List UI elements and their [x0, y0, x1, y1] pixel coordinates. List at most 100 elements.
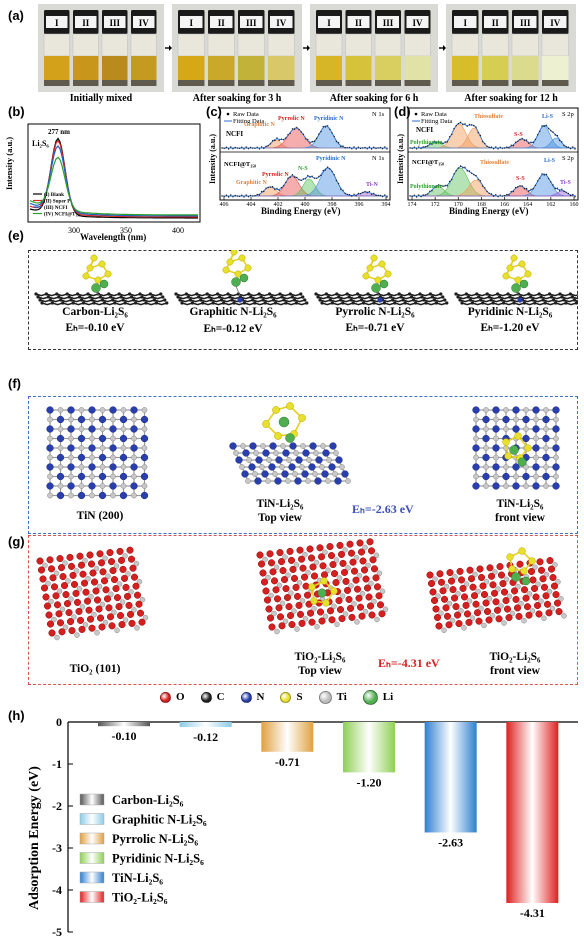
xps-raw-point: [541, 125, 543, 127]
xps-raw-point: [495, 146, 497, 148]
xps-raw-point: [525, 139, 528, 141]
c-top-peak-pyrrolic: Pyrrolic N: [278, 116, 305, 122]
xps-raw-point: [346, 193, 349, 196]
xps-raw-point: [451, 178, 453, 181]
xps-raw-point: [528, 190, 530, 193]
xps-raw-point: [490, 193, 493, 195]
xps-raw-point: [517, 140, 519, 142]
xps-raw-point: [495, 194, 497, 196]
vial: II: [345, 10, 372, 86]
xps-raw-point: [329, 128, 331, 131]
xps-raw-point: [558, 139, 561, 142]
c-legend-raw: Raw Data: [233, 111, 259, 118]
h-bar-value-label: -0.12: [193, 730, 218, 744]
vial: I: [177, 10, 205, 86]
tio2-models-panel: [28, 535, 578, 685]
xps-raw-point: [448, 180, 451, 183]
xps-raw-point: [446, 141, 449, 143]
c-legend: Raw Data Fitting Data: [224, 111, 264, 125]
xps-raw-point: [492, 148, 495, 150]
xps-raw-point: [539, 177, 541, 180]
xps-raw-point: [307, 174, 309, 177]
xps-raw-point: [545, 124, 548, 126]
xps-raw-point: [484, 187, 486, 189]
b-peak-label: 277 nm: [48, 128, 70, 136]
xps-raw-point: [479, 180, 482, 182]
xps-raw-point: [433, 140, 435, 142]
xps-raw-point: [470, 172, 473, 174]
xps-raw-point: [285, 137, 287, 139]
c-top-peak-graphitic: Graphitic N: [244, 122, 275, 128]
xps-raw-point: [355, 195, 357, 197]
b-series-line: [29, 139, 198, 218]
xps-raw-point: [508, 194, 510, 196]
h-legend-swatch: [79, 852, 105, 864]
xps-raw-point: [384, 194, 386, 196]
x-tick-label: 398: [328, 202, 337, 208]
xps-raw-point: [238, 147, 241, 150]
xps-raw-point: [333, 174, 335, 176]
xps-raw-point: [490, 146, 493, 148]
xps-raw-point: [254, 195, 256, 197]
xps-raw-point: [287, 134, 289, 136]
h-ytick-label: -4: [52, 883, 62, 897]
xps-raw-point: [558, 190, 561, 192]
xps-raw-point: [464, 123, 466, 125]
xps-raw-point: [225, 194, 228, 196]
xps-raw-point: [446, 185, 449, 187]
h-bar: [424, 722, 477, 833]
xps-raw-point: [484, 142, 486, 145]
xps-raw-point: [313, 177, 316, 179]
c-top-core: N 1s: [372, 111, 385, 118]
d-bot-peak-tis: Ti-S: [560, 180, 572, 186]
xps-raw-point: [344, 147, 346, 149]
xps-raw-point: [241, 194, 243, 196]
xps-raw-point: [296, 126, 298, 129]
vial-caption: After soaking for 3 h: [193, 93, 282, 104]
xps-raw-point: [276, 137, 278, 139]
atom-dot-icon: [280, 691, 292, 703]
vial: II: [207, 10, 235, 86]
atom-legend-item: Li: [362, 689, 393, 705]
xps-raw-point: [359, 147, 362, 150]
xps-raw-point: [326, 125, 329, 127]
c-bot-peak-pyrrolic: Pyrrolic N: [262, 172, 289, 178]
d-top-sample: NCFI: [416, 126, 433, 134]
vial: II: [72, 10, 99, 86]
xps-raw-point: [230, 146, 232, 148]
xps-raw-point: [344, 192, 346, 195]
vial: III: [237, 10, 265, 86]
d-top-peak-poly: Polythionate: [410, 140, 443, 146]
vial-label: II: [218, 18, 226, 28]
xps-raw-point: [362, 191, 364, 194]
h-ytick-label: -2: [52, 799, 62, 813]
xps-raw-point: [373, 146, 375, 148]
xps-raw-point: [422, 146, 424, 148]
xps-raw-point: [227, 196, 230, 198]
xps-raw-point: [223, 195, 225, 198]
xps-raw-point: [512, 190, 515, 193]
xps-raw-point: [364, 190, 366, 193]
b-legend-label: (I) Blank: [44, 191, 64, 198]
xps-raw-point: [258, 148, 261, 150]
xps-raw-point: [320, 131, 322, 133]
d-bot-peak-lis: Li-S: [544, 158, 556, 164]
vial-label: I: [463, 18, 467, 28]
vial-label: I: [55, 18, 59, 28]
atom-legend-item: N: [240, 691, 264, 703]
xps-raw-point: [236, 147, 239, 149]
xps-raw-point: [318, 133, 320, 135]
x-tick-label: 166: [500, 202, 509, 208]
xps-raw-point: [223, 147, 225, 150]
xps-raw-point: [437, 184, 440, 186]
graphene-model: [454, 254, 578, 306]
x-tick-label: 396: [355, 202, 364, 208]
h-bar-value-label: -1.20: [357, 775, 382, 789]
xps-raw-point: [554, 188, 556, 190]
xps-raw-point: [543, 174, 545, 176]
vial-label: IV: [550, 18, 561, 28]
tio2-li2s6-front-view: [426, 547, 567, 633]
x-tick-label: 160: [570, 202, 579, 208]
x-tick-label: 404: [247, 202, 256, 208]
xps-raw-point: [479, 134, 482, 137]
